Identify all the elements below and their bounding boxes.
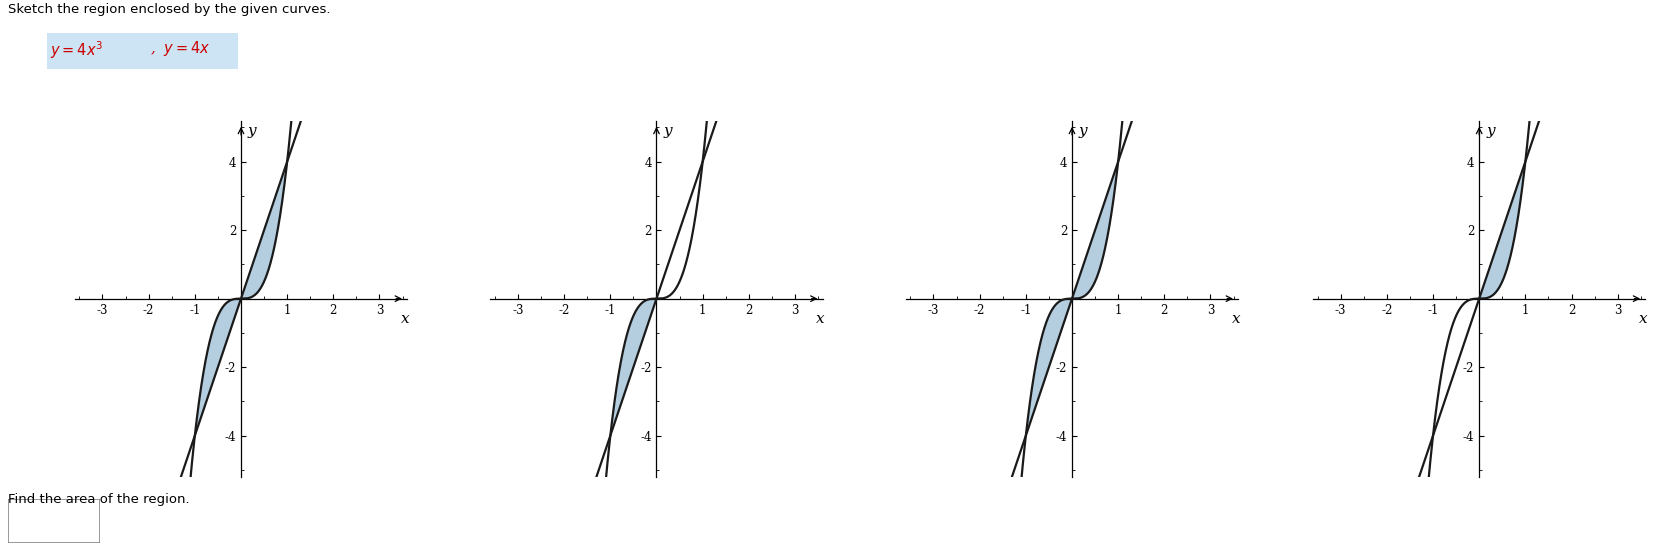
Text: ,  $y = 4x$: , $y = 4x$: [150, 39, 209, 59]
Text: x: x: [1232, 312, 1240, 327]
Text: Sketch the region enclosed by the given curves.: Sketch the region enclosed by the given …: [8, 3, 331, 16]
Text: y: y: [248, 124, 256, 138]
FancyBboxPatch shape: [47, 33, 238, 68]
Text: y: y: [1486, 124, 1494, 138]
Text: y: y: [1079, 124, 1087, 138]
Text: x: x: [401, 312, 409, 327]
Text: x: x: [816, 312, 824, 327]
Text: x: x: [1639, 312, 1647, 327]
Text: Find the area of the region.: Find the area of the region.: [8, 493, 189, 506]
Text: y: y: [663, 124, 671, 138]
Text: $y = 4x^3$: $y = 4x^3$: [50, 39, 103, 61]
